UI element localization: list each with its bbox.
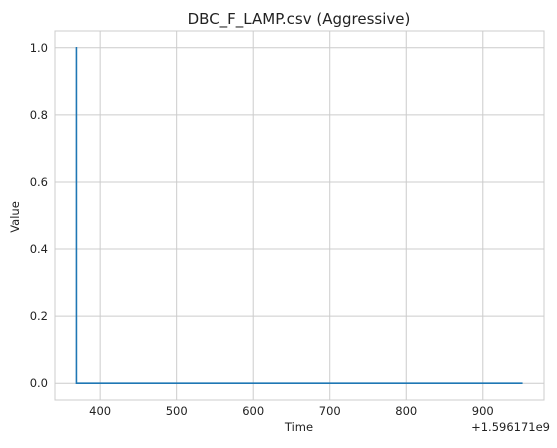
x-tick-label: 700 — [319, 404, 341, 418]
plot-frame — [54, 30, 545, 401]
y-tick-label: 0.8 — [30, 108, 48, 122]
series-line — [75, 46, 523, 385]
x-tick-label: 400 — [89, 404, 111, 418]
y-tick-label: 0.0 — [30, 376, 48, 390]
x-tick-label: 600 — [242, 404, 264, 418]
x-axis-label: Time — [284, 420, 313, 434]
x-tick-label: 800 — [395, 404, 417, 418]
x-offset-label: +1.596171e9 — [471, 420, 550, 434]
chart-title: DBC_F_LAMP.csv (Aggressive) — [188, 10, 411, 29]
y-tick-label: 0.2 — [30, 309, 48, 323]
y-tick-label: 0.6 — [30, 175, 48, 189]
y-axis-label: Value — [8, 201, 22, 233]
y-tick-label: 1.0 — [30, 41, 48, 55]
x-tick-label: 500 — [166, 404, 188, 418]
x-tick-label: 900 — [472, 404, 494, 418]
y-tick-label: 0.4 — [30, 242, 48, 256]
